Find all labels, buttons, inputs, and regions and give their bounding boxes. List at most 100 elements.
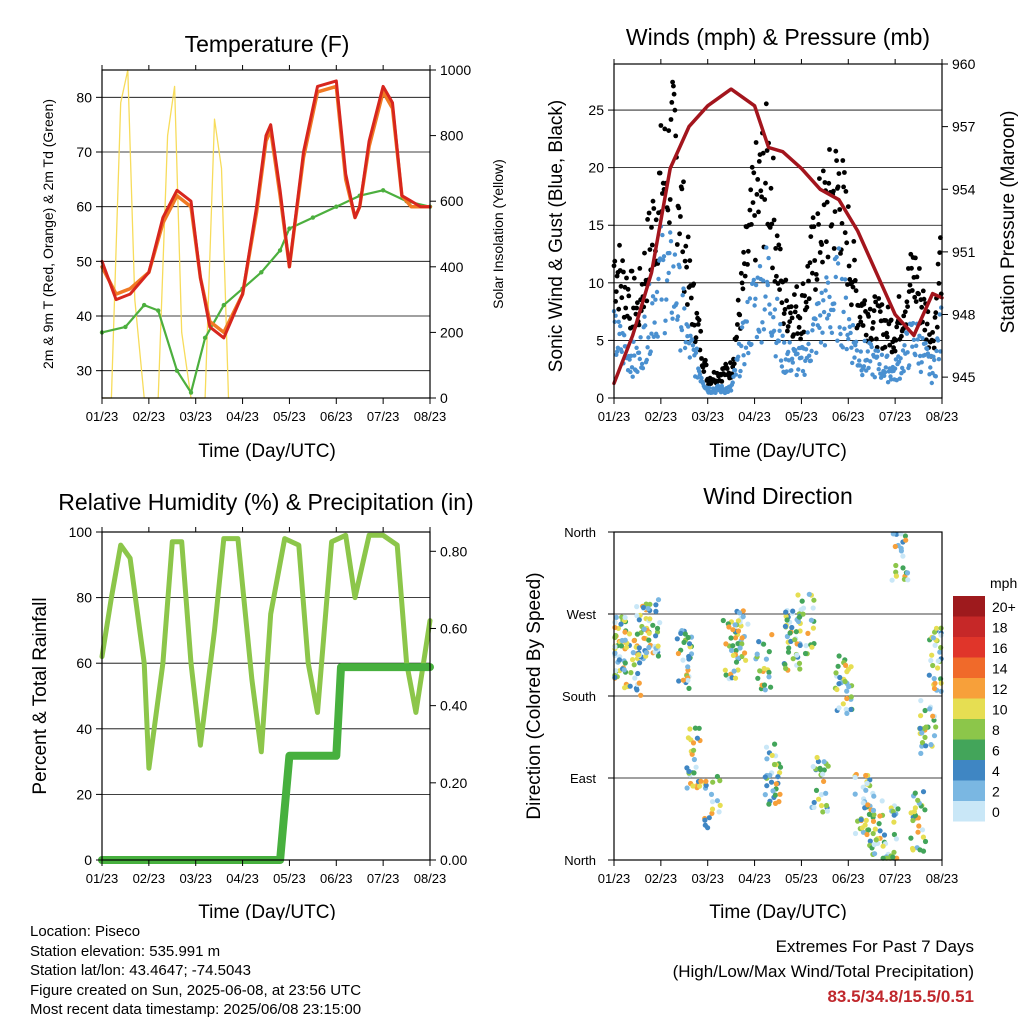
direction-point <box>821 759 827 765</box>
direction-point <box>689 751 695 757</box>
direction-point <box>920 834 927 840</box>
gust-point <box>824 199 830 205</box>
wind-point <box>852 355 857 360</box>
speed-color-legend: mph 20+ 18 16 14 12 10 8 6 4 2 0 <box>953 575 1017 822</box>
direction-point <box>835 663 841 669</box>
gust-point <box>646 210 652 216</box>
gust-point <box>792 309 798 315</box>
gust-point <box>814 277 820 282</box>
y-tick-right-label: 0.00 <box>440 852 467 868</box>
direction-point <box>676 678 682 684</box>
wind-direction-panel: Wind Direction NorthEastSouthWestNorth01… <box>524 483 1017 920</box>
wind-point <box>682 306 687 311</box>
gust-point <box>739 280 745 286</box>
y-tick-label: 70 <box>76 144 92 160</box>
gust-point <box>924 337 929 343</box>
wind-point <box>918 369 924 375</box>
direction-point <box>789 624 795 631</box>
wind-point <box>637 356 642 362</box>
extremes-subtitle: (High/Low/Max Wind/Total Precipitation) <box>672 962 974 981</box>
wind-point <box>803 347 809 352</box>
wind-point <box>822 343 828 348</box>
direction-point <box>647 616 653 622</box>
direction-point <box>777 791 783 797</box>
gust-point <box>612 258 618 264</box>
wind-point <box>737 374 742 379</box>
gust-point <box>872 294 878 299</box>
wind-point <box>842 326 847 331</box>
direction-point <box>794 652 800 658</box>
gust-point <box>930 330 935 335</box>
gust-point <box>785 328 790 334</box>
wind-point <box>862 338 867 344</box>
gust-point <box>879 302 885 307</box>
wind-point <box>805 330 810 335</box>
legend-swatch <box>953 657 985 678</box>
wind-point <box>808 358 813 363</box>
gust-point <box>833 148 839 154</box>
direction-point <box>834 686 840 693</box>
direction-point <box>616 657 623 663</box>
gust-point <box>824 239 829 245</box>
gust-point <box>804 304 810 310</box>
direction-point <box>716 809 722 815</box>
gust-point <box>849 302 854 308</box>
wind-point <box>757 264 763 269</box>
gust-point <box>670 79 675 85</box>
wind-point <box>753 282 759 288</box>
direction-point <box>917 725 923 731</box>
direction-point <box>792 637 798 643</box>
wind-point <box>795 351 800 356</box>
direction-point <box>895 806 901 812</box>
legend-swatch <box>953 719 985 740</box>
wind-point <box>681 286 686 291</box>
gust-point <box>635 300 640 306</box>
direction-point <box>762 687 768 693</box>
wind-point <box>826 312 831 318</box>
gust-point <box>817 250 823 255</box>
wind-point <box>790 360 795 365</box>
gust-point <box>760 150 766 156</box>
direction-point <box>621 667 627 673</box>
gust-point <box>745 262 750 267</box>
wind-point <box>838 331 843 337</box>
direction-point <box>643 650 650 656</box>
wind-point <box>757 329 762 334</box>
gust-point <box>777 246 783 252</box>
direction-point <box>696 725 702 731</box>
direction-point <box>735 667 741 673</box>
gust-point <box>779 300 785 306</box>
wind-point <box>648 349 653 354</box>
gust-point <box>866 314 871 319</box>
gust-point <box>754 192 760 197</box>
direction-point <box>836 681 842 687</box>
wind-point <box>745 299 750 305</box>
direction-point <box>920 789 927 795</box>
gust-point <box>919 304 925 310</box>
direction-point <box>902 533 909 539</box>
wind-point <box>787 340 792 345</box>
wind-point <box>836 246 842 251</box>
gust-point <box>862 298 868 304</box>
direction-point <box>867 838 873 844</box>
y-tick-right-label: 960 <box>952 56 976 72</box>
gust-point <box>806 296 812 302</box>
direction-point <box>714 773 721 780</box>
wind-point <box>901 369 906 374</box>
wind-point <box>741 353 746 358</box>
gust-point <box>913 255 918 261</box>
direction-point <box>766 674 772 680</box>
wind-point <box>923 341 928 346</box>
x-tick-label: 08/23 <box>926 409 959 424</box>
wind-point <box>843 277 848 282</box>
direction-point <box>900 553 906 559</box>
legend-label: 14 <box>992 661 1008 677</box>
wind-point <box>739 325 745 330</box>
humidity-ylabel: Percent & Total Rainfall <box>30 597 51 794</box>
y-tick-right-label: 951 <box>952 244 976 260</box>
gust-point <box>679 186 685 192</box>
wind-point <box>914 343 919 348</box>
direction-point <box>929 652 935 658</box>
direction-point <box>889 577 895 583</box>
direction-point <box>655 643 661 649</box>
